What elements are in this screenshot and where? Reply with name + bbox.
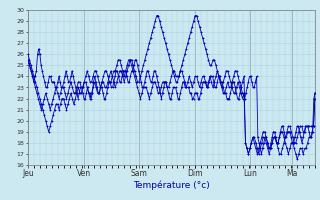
X-axis label: Température (°c): Température (°c) — [133, 181, 210, 190]
